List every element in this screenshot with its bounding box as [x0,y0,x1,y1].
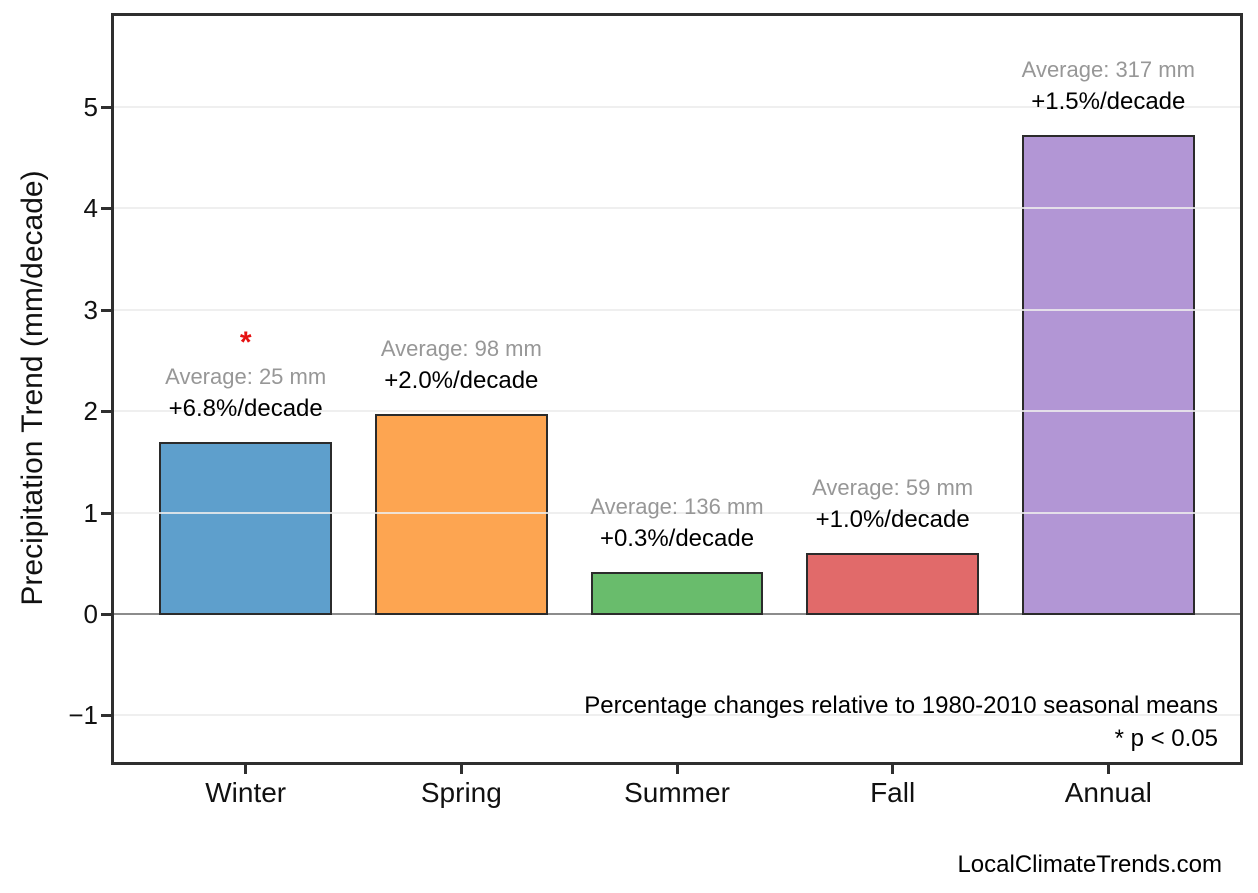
watermark: LocalClimateTrends.com [957,851,1222,878]
bar-annotation: Average: 136 mm +0.3%/decade [527,492,827,556]
bar-annotation: Average: 59 mm +1.0%/decade [743,473,1043,537]
x-tick-label-summer: Summer [624,777,730,808]
gridline [114,511,1240,514]
x-tick-mark [1106,765,1110,774]
bar-average-label: Average: 98 mm [380,336,542,362]
gridline [114,714,1240,717]
y-tick-mark [101,410,112,414]
bar-annotation: Average: 25 mm +6.8%/decade [96,362,396,426]
bar-trend-label: +1.5%/decade [1031,88,1186,116]
bar-average-label: Average: 59 mm [812,475,974,501]
y-tick-label: 4 [83,193,98,224]
x-tick-label-fall: Fall [870,777,916,808]
y-tick-mark [101,511,112,515]
bar-trend-label: +1.0%/decade [815,506,970,534]
y-tick-label: −1 [68,700,98,731]
x-tick-mark [891,765,895,774]
gridline [114,410,1240,413]
bar-summer [590,572,764,615]
bar-trend-label: +0.3%/decade [599,525,755,553]
bar-annual [1022,135,1195,615]
x-tick-mark [244,765,248,774]
bar-average-label: Average: 317 mm [1021,57,1195,83]
x-tick-mark [459,765,463,774]
gridline [114,308,1240,311]
y-tick-label: 2 [83,396,98,427]
y-tick-mark [101,207,112,211]
bar-average-label: Average: 25 mm [165,363,327,389]
y-tick-label: 3 [83,294,98,325]
bar-trend-label: +6.8%/decade [168,394,323,422]
x-tick-mark [675,765,679,774]
bar-spring [375,414,548,615]
gridline [114,106,1240,108]
footnote-line-2: * p < 0.05 [1114,725,1218,752]
y-tick-label: 0 [83,599,98,629]
x-tick-label-annual: Annual [1064,777,1152,808]
y-axis-label: Precipitation Trend (mm/decade) [16,170,49,606]
y-tick-mark [101,613,112,616]
bar-winter [159,441,332,615]
y-tick-label: 5 [83,92,98,122]
bar-annotation: Average: 98 mm +2.0%/decade [311,334,611,398]
significance-asterisk: * [239,325,252,359]
x-tick-label-winter: Winter [205,777,287,808]
y-tick-mark [101,308,112,312]
bar-fall [806,553,979,615]
bar-annotation: Average: 317 mm +1.5%/decade [958,55,1258,119]
y-tick-mark [101,714,112,718]
y-tick-mark [101,106,112,109]
y-tick-label: 1 [83,497,98,528]
footnote-line-1: Percentage changes relative to 1980-2010… [584,692,1218,719]
gridline [114,207,1240,210]
bar-average-label: Average: 136 mm [590,494,764,520]
x-tick-label-spring: Spring [420,777,502,808]
footnote: Percentage changes relative to 1980-2010… [584,689,1218,755]
bar-trend-label: +2.0%/decade [384,367,539,395]
